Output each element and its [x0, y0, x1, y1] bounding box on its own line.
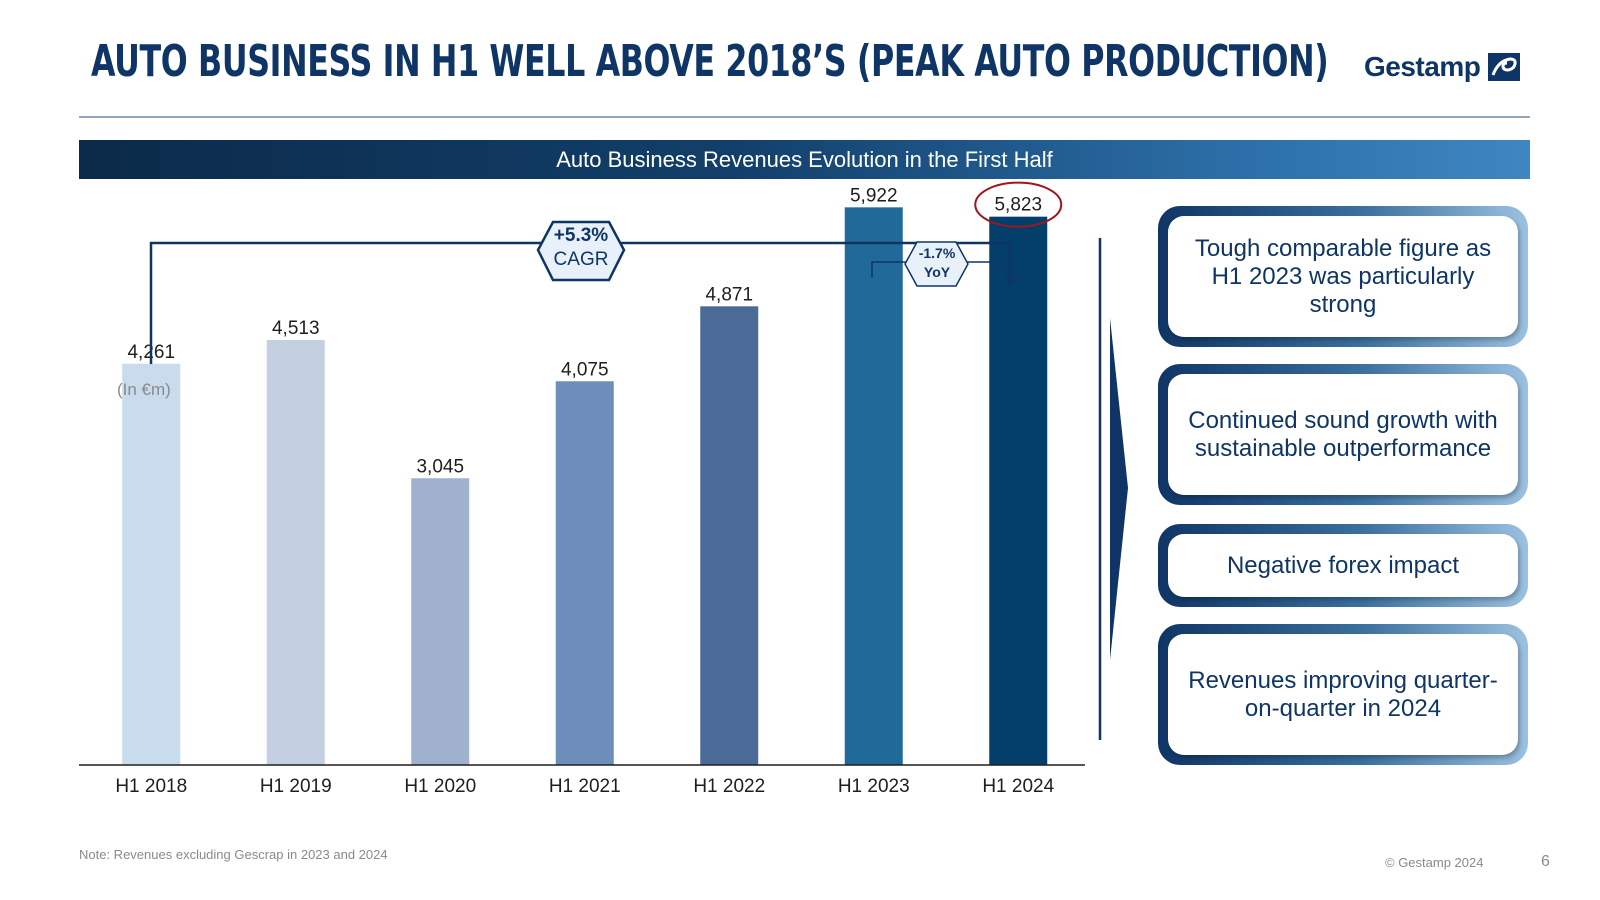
x-tick-label: H1 2018	[115, 776, 187, 797]
x-tick-label: H1 2019	[260, 776, 332, 797]
unit-label: (In €m)	[117, 380, 171, 399]
data-label: 4,075	[561, 359, 609, 380]
bar-h1-2023	[844, 207, 903, 766]
x-tick-label: H1 2023	[838, 776, 910, 797]
callout-text-4: Revenues improving quarter-on-quarter in…	[1168, 634, 1518, 755]
bar-h1-2024	[989, 216, 1048, 766]
logo-text: Gestamp	[1364, 51, 1481, 82]
cagr-value: +5.3%	[554, 225, 609, 246]
x-tick-labels: H1 2018 H1 2019 H1 2020 H1 2021 H1 2022 H1 20…	[115, 776, 1054, 797]
callout-box-2: Continued sound growth with sustainable …	[1158, 364, 1528, 505]
callout-box-4: Revenues improving quarter-on-quarter in…	[1158, 624, 1528, 765]
x-tick-label: H1 2024	[982, 776, 1054, 797]
callout-box-3: Negative forex impact	[1158, 524, 1528, 607]
cagr-arrowhead-icon	[1004, 275, 1016, 286]
bar-h1-2021	[555, 381, 614, 765]
yoy-badge-shape	[904, 241, 969, 287]
data-label: 5,823	[994, 195, 1042, 216]
bar-h1-2019	[266, 340, 325, 765]
callout-box-1: Tough comparable figure as H1 2023 was p…	[1158, 206, 1528, 347]
highlight-circle	[974, 181, 1063, 228]
header-divider	[79, 116, 1530, 118]
gestamp-mark-icon	[1488, 53, 1521, 81]
bars-group	[122, 207, 1048, 766]
cagr-label: CAGR	[554, 249, 609, 270]
x-tick-label: H1 2021	[549, 776, 621, 797]
data-label: 5,922	[850, 185, 898, 206]
callout-text-1: Tough comparable figure as H1 2023 was p…	[1168, 216, 1518, 337]
page-title: Auto Business in H1 well above 2018’s (P…	[91, 36, 1329, 87]
data-label: 3,045	[416, 456, 464, 477]
yoy-label: YoY	[924, 264, 951, 280]
gestamp-logo: Gestamp	[1364, 51, 1521, 83]
chevron-right-icon	[1110, 318, 1128, 660]
cagr-badge: +5.3% CAGR	[536, 220, 626, 282]
callout-text-2: Continued sound growth with sustainable …	[1168, 374, 1518, 495]
section-title: Auto Business Revenues Evolution in the …	[79, 140, 1530, 179]
bar-h1-2020	[411, 478, 470, 765]
x-tick-label: H1 2022	[693, 776, 765, 797]
callout-text-3: Negative forex impact	[1168, 534, 1518, 597]
x-tick-label: H1 2020	[404, 776, 476, 797]
yoy-badge: -1.7% YoY	[904, 241, 969, 287]
page-number: 6	[1541, 853, 1550, 870]
data-label: 4,513	[272, 318, 320, 339]
footnote: Note: Revenues excluding Gescrap in 2023…	[79, 847, 388, 862]
yoy-value: -1.7%	[919, 245, 956, 261]
bar-h1-2022	[700, 306, 759, 765]
bar-h1-2018	[122, 363, 181, 765]
data-label: 4,871	[705, 284, 753, 305]
cagr-badge-shape	[536, 220, 626, 282]
copyright: © Gestamp 2024	[1385, 855, 1484, 870]
